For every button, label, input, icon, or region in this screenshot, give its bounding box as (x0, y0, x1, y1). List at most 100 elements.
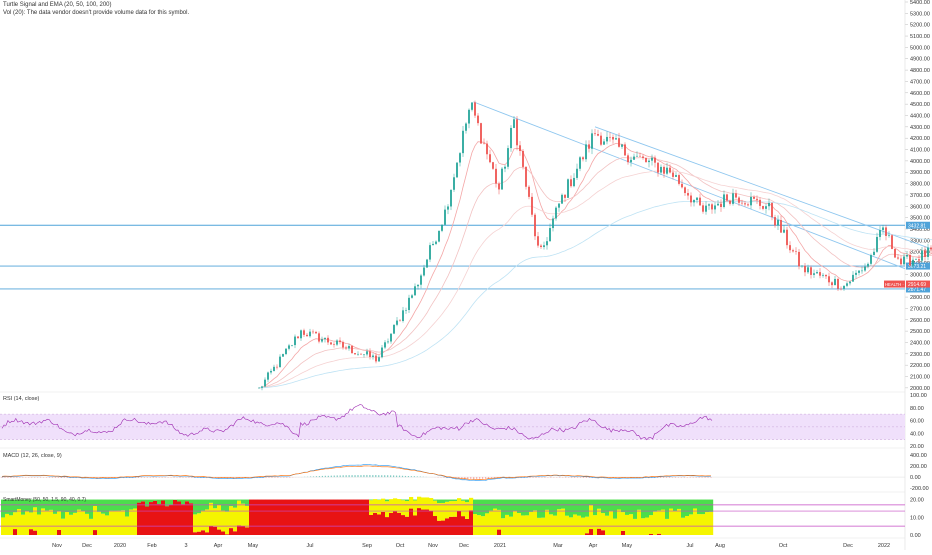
smartmoney-yellow-bar (225, 512, 229, 535)
smartmoney-red-bar (585, 533, 589, 535)
smartmoney-yellow-bar (109, 511, 113, 535)
smartmoney-yellow-bar (9, 515, 13, 535)
candle-body (762, 206, 764, 209)
time-axis-label: Oct (779, 543, 788, 549)
macd-histogram-bar (25, 477, 26, 478)
macd-histogram-bar (476, 477, 477, 479)
smartmoney-yellow-bar (701, 514, 705, 535)
candle-body (297, 337, 299, 339)
candle-body (279, 357, 281, 367)
macd-histogram-bar (43, 477, 44, 478)
candle-body (756, 199, 758, 200)
macd-histogram-bar (583, 477, 584, 478)
macd-histogram-bar (46, 477, 47, 478)
smartmoney-yellow-bar (613, 519, 617, 535)
smartmoney-green-bar (593, 500, 597, 516)
smartmoney-green-bar (149, 500, 153, 502)
candle-body (768, 203, 770, 206)
smartmoney-green-bar (233, 500, 237, 508)
smartmoney-yellow-bar (641, 518, 645, 535)
candle-body (276, 367, 278, 368)
smartmoney-yellow-bar (501, 518, 505, 535)
candle-body (819, 272, 821, 276)
smartmoney-green-bar (141, 500, 145, 502)
price-tick-label: 4200.00 (910, 136, 930, 142)
macd-histogram-bar (334, 476, 335, 478)
candle-body (363, 354, 365, 355)
smartmoney-green-bar (701, 500, 705, 515)
candle-body (678, 175, 680, 184)
candle-body (672, 173, 674, 177)
smartmoney-yellow-bar (113, 511, 117, 535)
smartmoney-green-bar (105, 500, 109, 516)
smartmoney-red-bar (185, 501, 189, 535)
smartmoney-green-bar (529, 500, 533, 512)
rsi-tick-label: 100.00 (910, 393, 927, 399)
smartmoney-green-bar (577, 500, 581, 516)
candle-body (858, 271, 860, 273)
legend-indicator-title[interactable]: Turtle Signal and EMA (20, 50, 100, 200) (3, 2, 112, 8)
smartmoney-yellow-bar (549, 514, 553, 535)
smartmoney-yellow-bar (37, 514, 41, 535)
macd-histogram-bar (31, 477, 32, 478)
macd-histogram-bar (349, 475, 350, 477)
smartmoney-red-bar (649, 534, 653, 535)
smartmoney-yellow-bar (69, 515, 73, 535)
legend-volume-note[interactable]: Vol (20): The data vendor doesn't provid… (3, 10, 189, 16)
candle-body (261, 386, 263, 387)
smartmoney-green-bar (481, 500, 485, 517)
smartmoney-green-bar (581, 500, 585, 518)
candle-body (900, 259, 902, 265)
macd-histogram-bar (467, 477, 468, 479)
smartmoney-red-bar (421, 510, 425, 535)
candle-body (264, 380, 266, 387)
smartmoney-red-bar (213, 527, 217, 535)
candle-body (657, 163, 659, 173)
smartmoney-red-bar (497, 530, 501, 535)
macd-histogram-bar (479, 477, 480, 479)
macd-histogram-bar (443, 477, 444, 478)
macd-histogram-bar (390, 475, 391, 477)
macd-histogram-bar (402, 476, 403, 477)
smartmoney-red-bar (441, 521, 445, 535)
candle-body (552, 218, 554, 228)
smartmoney-green-bar (605, 500, 609, 516)
macd-histogram-bar (280, 477, 281, 478)
smartmoney-red-bar (461, 516, 465, 535)
macd-histogram-bar (411, 476, 412, 477)
candle-body (864, 267, 866, 271)
smartmoney-red-bar (149, 502, 153, 535)
smartmoney-yellow-bar (201, 511, 205, 531)
candle-body (891, 235, 893, 249)
macd-histogram-bar (544, 477, 545, 478)
candle-body (906, 255, 908, 257)
price-tick-label: 2400.00 (910, 340, 930, 346)
candle-body (351, 346, 353, 353)
smartmoney-red-bar (137, 503, 141, 535)
smartmoney-yellow-bar (417, 497, 421, 508)
smartmoney-yellow-bar (533, 510, 537, 535)
smartmoney-yellow-bar (561, 509, 565, 535)
macd-histogram-bar (16, 477, 17, 478)
macd-histogram-bar (553, 477, 554, 478)
candle-body (627, 155, 629, 162)
smartmoney-green-bar (445, 500, 449, 502)
candle-body (495, 169, 497, 184)
candle-body (471, 102, 473, 109)
macd-histogram-bar (378, 475, 379, 477)
candle-body (498, 183, 500, 189)
smartmoney-green-bar (697, 500, 701, 515)
macd-histogram-bar (147, 477, 148, 478)
macd-histogram-bar (61, 477, 62, 478)
candle-body (441, 225, 443, 231)
smartmoney-red-bar (205, 532, 209, 535)
candle-body (456, 163, 458, 178)
time-axis-label: 3 (184, 543, 187, 549)
smartmoney-green-bar (685, 500, 689, 516)
smartmoney-yellow-bar (677, 509, 681, 535)
candle-body (483, 144, 485, 145)
price-tick-label: 5400.00 (910, 0, 930, 6)
candle-body (606, 137, 608, 141)
candle-body (888, 235, 890, 236)
